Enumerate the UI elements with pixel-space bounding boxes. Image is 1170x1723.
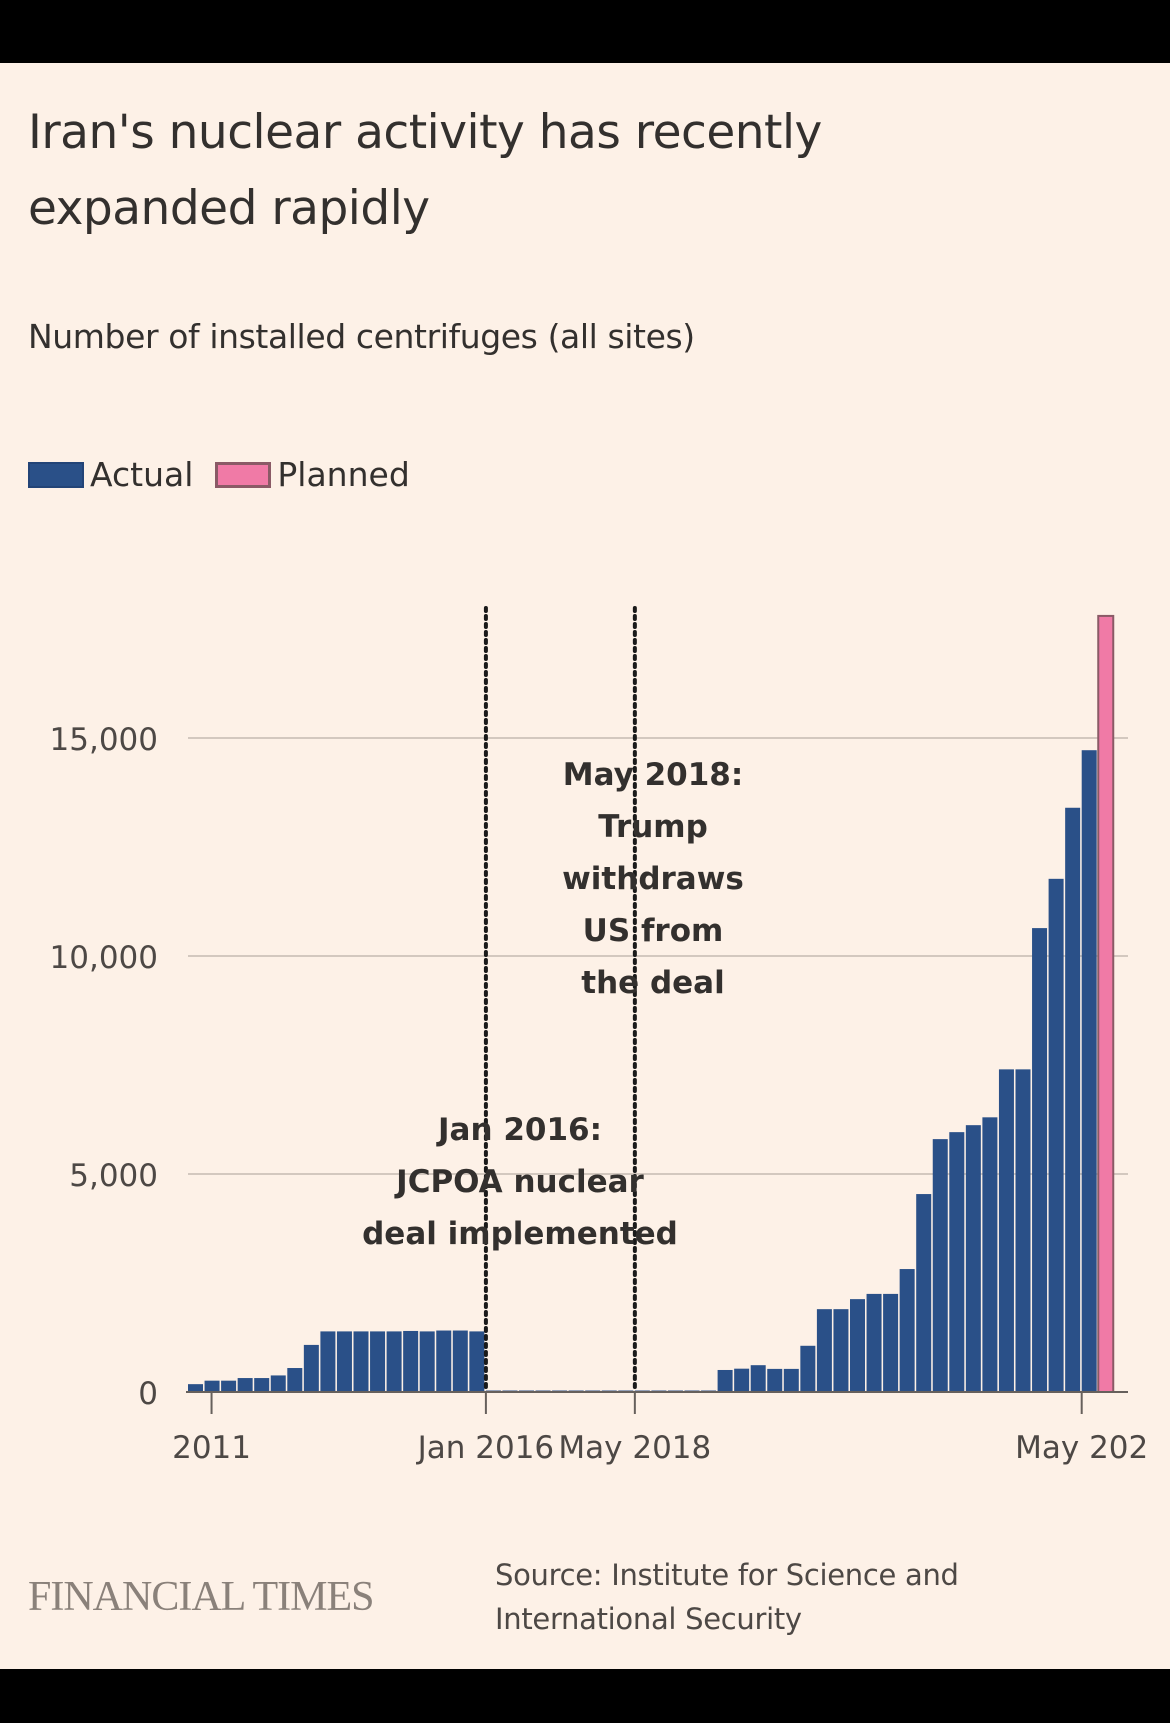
annotation-text: JCPOA nuclear — [394, 1164, 644, 1200]
bar-actual — [386, 1331, 402, 1392]
annotation-text: deal implemented — [362, 1216, 678, 1252]
annotation-text: withdraws — [562, 861, 744, 897]
bar-actual — [320, 1331, 336, 1392]
bar-actual — [767, 1368, 783, 1392]
bar-actual — [850, 1299, 865, 1392]
legend-item-actual: Actual — [28, 455, 193, 494]
bar-actual — [188, 1384, 203, 1392]
annotation-text: US from — [583, 913, 724, 949]
bar-actual — [783, 1368, 799, 1392]
bar-actual — [1015, 1069, 1031, 1392]
x-tick-label: May 2018 — [558, 1430, 711, 1466]
bar-actual — [1032, 928, 1048, 1392]
annotation-text: Trump — [598, 809, 708, 845]
chart-subtitle: Number of installed centrifuges (all sit… — [28, 317, 695, 356]
legend-item-planned: Planned — [215, 455, 410, 494]
bar-chart: 0 5,000 10,000 15,000 2011 Jan 2016 May 2018 Ma… — [50, 606, 1148, 1466]
chart-title: Iran's nuclear activity has recently exp… — [28, 105, 822, 236]
chart-panel: Iran's nuclear activity has recently exp… — [0, 63, 1170, 1669]
bar-actual — [1065, 807, 1081, 1392]
bar-actual — [204, 1380, 220, 1392]
legend: Actual Planned — [28, 455, 432, 494]
bar-actual — [254, 1378, 270, 1392]
source-note: Source: Institute for Science and Intern… — [495, 1558, 959, 1636]
bar-planned — [1097, 614, 1115, 1393]
bar-actual — [287, 1368, 303, 1392]
y-tick-label: 15,000 — [50, 722, 158, 758]
y-tick-label: 10,000 — [50, 940, 158, 976]
bar-actual — [270, 1375, 286, 1392]
bar-actual — [419, 1331, 435, 1392]
legend-swatch-actual — [28, 461, 84, 488]
bar-actual — [833, 1309, 849, 1392]
y-tick-label: 5,000 — [69, 1158, 158, 1194]
legend-label-planned: Planned — [277, 455, 410, 494]
bar-actual — [717, 1369, 733, 1392]
ft-logo: FINANCIAL TIMES — [28, 1574, 375, 1620]
bar-actual — [436, 1330, 452, 1392]
bar-actual — [916, 1194, 932, 1392]
bar-actual — [949, 1132, 965, 1392]
bar-actual — [336, 1331, 352, 1392]
x-tick-label: Jan 2016 — [416, 1430, 555, 1466]
bar-actual — [469, 1331, 485, 1392]
legend-label-actual: Actual — [90, 455, 194, 494]
x-tick-label: 2011 — [172, 1430, 251, 1466]
legend-swatch-planned — [215, 461, 272, 488]
y-tick-label: 0 — [138, 1376, 158, 1412]
bar-actual — [800, 1345, 816, 1392]
annotation-text: Jan 2016: — [436, 1112, 602, 1148]
bar-actual — [866, 1293, 882, 1392]
bar-actual — [1048, 878, 1064, 1392]
bar-actual — [816, 1309, 832, 1392]
x-tick-label: May 202 — [1015, 1430, 1148, 1466]
bar-actual — [353, 1331, 369, 1392]
bar-actual — [982, 1117, 998, 1392]
bar-actual — [932, 1139, 948, 1392]
bar-actual — [883, 1293, 899, 1392]
bar-actual — [899, 1269, 915, 1392]
annotation-text: the deal — [581, 965, 724, 1001]
annotation-text: May 2018: — [563, 757, 744, 793]
bar-actual — [237, 1378, 253, 1392]
bar-actual — [452, 1330, 468, 1392]
bar-actual — [998, 1069, 1014, 1392]
bar-actual — [734, 1368, 750, 1392]
bar-actual — [750, 1365, 766, 1392]
bar-actual — [403, 1330, 419, 1392]
bar-actual — [303, 1344, 319, 1392]
bar-actual — [221, 1380, 237, 1392]
bar-actual — [370, 1331, 386, 1392]
bar-actual — [1081, 750, 1097, 1392]
bar-actual — [965, 1125, 981, 1392]
